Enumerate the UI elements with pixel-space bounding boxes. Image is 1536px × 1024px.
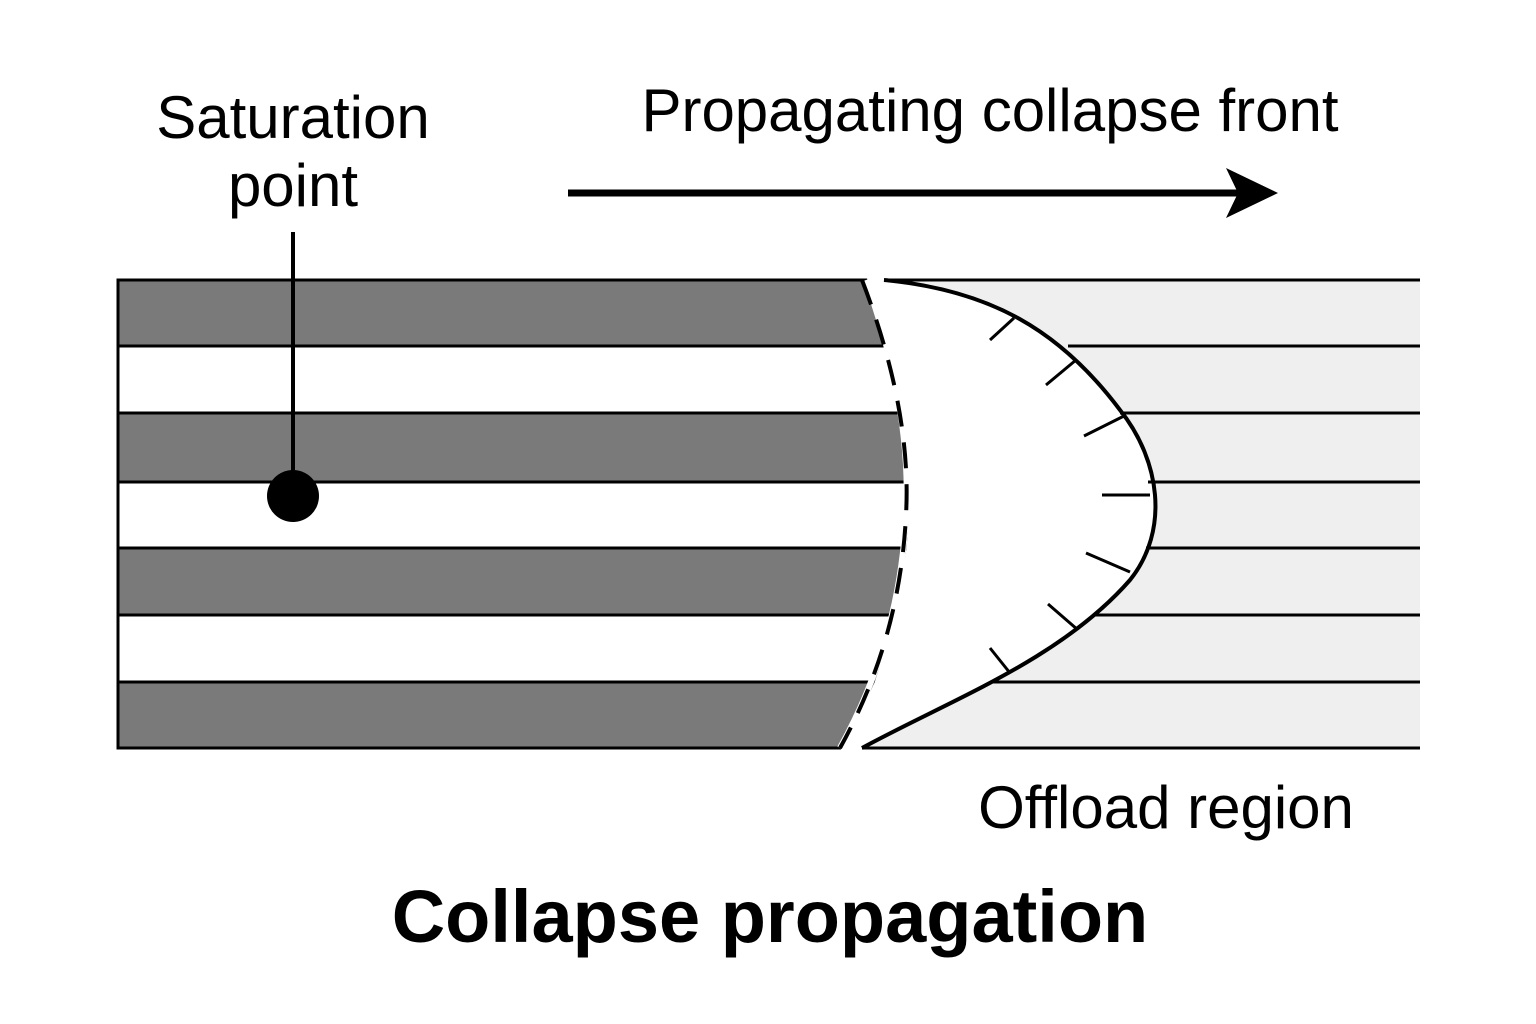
offload-region [862, 278, 1420, 750]
front-tick [988, 316, 1016, 342]
collapsed-band [116, 680, 876, 750]
collapse-front-curve [861, 278, 1158, 750]
saturation-point-marker [267, 232, 319, 522]
band-edge-cover [837, 278, 910, 750]
front-tick [988, 647, 1012, 674]
front-tick [1083, 414, 1125, 438]
collapsed-band [116, 546, 907, 617]
front-label: Propagating collapse front [641, 77, 1338, 144]
collapsed-band [116, 278, 888, 348]
front-tick [1085, 551, 1131, 574]
front-direction-arrow [568, 168, 1278, 218]
offload-label: Offload region [978, 774, 1354, 841]
open-band [116, 480, 909, 550]
saturation-label-line1: Saturation [156, 84, 430, 151]
offload-region-fill [862, 280, 1420, 748]
diagram-title: Collapse propagation [392, 875, 1149, 958]
front-curve [861, 278, 1158, 750]
arrow-head-icon [1226, 168, 1278, 218]
open-band [116, 613, 895, 684]
open-band [116, 344, 902, 415]
layered-zone [116, 278, 910, 750]
front-tick [1047, 602, 1079, 632]
front-tick [1045, 358, 1077, 387]
saturation-point-dot [267, 470, 319, 522]
saturation-label-line2: point [228, 152, 358, 219]
collapsed-band [116, 411, 909, 484]
